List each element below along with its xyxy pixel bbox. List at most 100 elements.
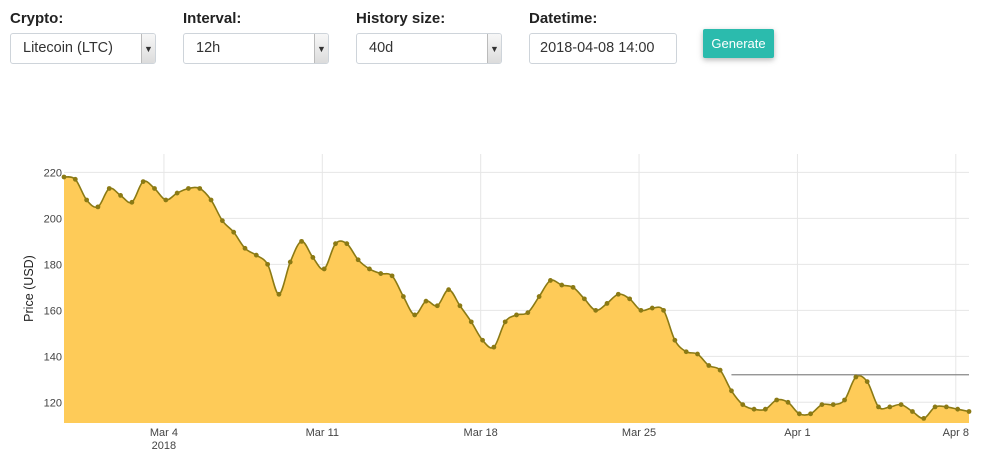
data-point (287, 259, 293, 265)
chevron-down-icon[interactable]: ▼ (487, 34, 501, 63)
x-tick-label: Mar 11 (306, 427, 339, 439)
data-point (921, 416, 927, 421)
data-point (106, 186, 112, 191)
data-point (808, 411, 814, 417)
data-point (480, 337, 485, 343)
data-point (887, 404, 893, 410)
data-point (400, 294, 406, 299)
data-points (61, 174, 972, 421)
data-point (310, 255, 316, 260)
datetime-label: Datetime: (529, 10, 598, 27)
data-point (932, 404, 938, 410)
data-point (638, 307, 644, 313)
data-point (627, 296, 633, 302)
y-axis-label: Price (USD) (22, 255, 36, 322)
crypto-value: Litecoin (LTC) (23, 40, 113, 56)
data-point (729, 388, 734, 394)
history-control: History size: 40d ▼ (356, 10, 502, 64)
data-point (276, 291, 282, 297)
data-point (140, 179, 146, 184)
data-point (751, 406, 757, 412)
datetime-control: Datetime: 2018-04-08 14:00 (529, 10, 677, 64)
data-point (525, 310, 531, 316)
data-point (898, 402, 904, 408)
history-select[interactable]: 40d ▼ (356, 33, 502, 64)
data-point (943, 404, 949, 410)
y-tick-label: 140 (44, 351, 62, 363)
data-point (61, 174, 67, 180)
data-point (774, 397, 780, 403)
data-point (910, 409, 915, 414)
chevron-down-icon[interactable]: ▼ (314, 34, 328, 63)
data-point (615, 291, 621, 297)
data-point (231, 229, 237, 235)
data-point (785, 399, 791, 405)
data-point (649, 305, 655, 311)
x-tick-label: Mar 18 (464, 427, 498, 439)
data-point (514, 312, 519, 318)
x-tick-label: Mar 4 (150, 427, 178, 439)
crypto-select[interactable]: Litecoin (LTC) ▼ (10, 33, 156, 64)
data-point (84, 197, 90, 203)
data-point (163, 197, 169, 203)
y-tick-label: 200 (44, 213, 62, 225)
interval-control: Interval: 12h ▼ (183, 10, 329, 64)
data-point (412, 312, 418, 318)
data-point (966, 409, 972, 414)
data-point (570, 284, 576, 290)
data-point (548, 278, 553, 283)
data-point (706, 363, 712, 368)
data-point (333, 241, 338, 247)
y-tick-label: 120 (44, 397, 62, 409)
data-point (378, 271, 384, 276)
data-point (95, 204, 101, 210)
data-point (683, 349, 689, 355)
data-point (796, 411, 802, 417)
price-area (64, 176, 969, 423)
data-point (672, 337, 678, 343)
x-tick-label: Mar 25 (622, 427, 656, 439)
data-point (446, 287, 452, 293)
y-tick-label: 180 (44, 259, 62, 271)
data-point (830, 402, 836, 408)
x-tick-label: Apr 8 (943, 427, 969, 439)
data-point (593, 307, 599, 313)
data-point (423, 298, 429, 304)
crypto-control: Crypto: Litecoin (LTC) ▼ (10, 10, 156, 64)
data-point (253, 252, 259, 258)
data-point (955, 406, 961, 412)
data-point (876, 404, 881, 410)
x-tick-sublabel: 2018 (152, 440, 176, 452)
datetime-input[interactable]: 2018-04-08 14:00 (529, 33, 677, 64)
data-point (853, 374, 859, 380)
data-point (491, 344, 497, 350)
data-point (129, 199, 135, 205)
data-point (174, 190, 180, 196)
data-point (367, 266, 372, 272)
data-point (389, 273, 395, 279)
x-tick-label: Apr 1 (784, 427, 810, 439)
data-point (740, 402, 746, 408)
data-point (242, 245, 248, 251)
data-point (536, 294, 542, 299)
data-point (321, 266, 327, 272)
data-point (661, 307, 666, 313)
data-point (208, 197, 214, 203)
y-tick-label: 220 (44, 167, 62, 179)
data-point (299, 238, 304, 244)
data-point (842, 397, 847, 403)
y-tick-label: 160 (44, 305, 62, 317)
chevron-down-icon[interactable]: ▼ (141, 34, 155, 63)
data-point (819, 402, 825, 408)
data-point (265, 261, 271, 267)
generate-button[interactable]: Generate (703, 29, 774, 58)
data-point (762, 406, 768, 412)
data-point (604, 301, 610, 306)
data-point (581, 296, 587, 302)
interval-select[interactable]: 12h ▼ (183, 33, 329, 64)
data-point (118, 192, 123, 198)
data-point (219, 218, 225, 224)
data-point (186, 186, 191, 191)
